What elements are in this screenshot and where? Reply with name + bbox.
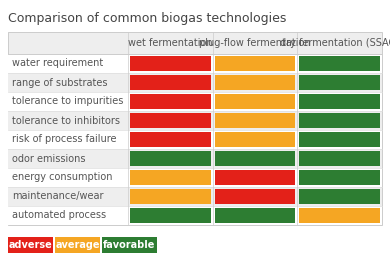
Text: water requirement: water requirement <box>12 58 103 68</box>
FancyBboxPatch shape <box>215 94 295 109</box>
Text: automated process: automated process <box>12 210 106 220</box>
FancyBboxPatch shape <box>300 208 380 223</box>
FancyBboxPatch shape <box>55 237 100 253</box>
FancyBboxPatch shape <box>215 132 295 147</box>
Text: energy consumption: energy consumption <box>12 173 112 182</box>
FancyBboxPatch shape <box>8 111 382 130</box>
Text: maintenance/wear: maintenance/wear <box>12 192 103 202</box>
FancyBboxPatch shape <box>8 168 382 187</box>
FancyBboxPatch shape <box>215 170 295 185</box>
FancyBboxPatch shape <box>215 189 295 204</box>
FancyBboxPatch shape <box>215 56 295 71</box>
FancyBboxPatch shape <box>300 132 380 147</box>
FancyBboxPatch shape <box>8 32 382 54</box>
FancyBboxPatch shape <box>300 56 380 71</box>
FancyBboxPatch shape <box>130 189 211 204</box>
FancyBboxPatch shape <box>300 94 380 109</box>
FancyBboxPatch shape <box>300 189 380 204</box>
FancyBboxPatch shape <box>215 75 295 90</box>
FancyBboxPatch shape <box>215 113 295 128</box>
FancyBboxPatch shape <box>8 73 382 92</box>
Text: dry fermentation (SSAO): dry fermentation (SSAO) <box>280 38 390 48</box>
FancyBboxPatch shape <box>102 237 157 253</box>
Text: plug-flow fermentation: plug-flow fermentation <box>199 38 311 48</box>
FancyBboxPatch shape <box>300 75 380 90</box>
FancyBboxPatch shape <box>8 130 382 149</box>
Text: risk of process failure: risk of process failure <box>12 135 117 145</box>
FancyBboxPatch shape <box>215 208 295 223</box>
FancyBboxPatch shape <box>130 151 211 166</box>
Text: favorable: favorable <box>103 240 156 250</box>
FancyBboxPatch shape <box>130 208 211 223</box>
FancyBboxPatch shape <box>8 206 382 225</box>
FancyBboxPatch shape <box>8 92 382 111</box>
FancyBboxPatch shape <box>300 151 380 166</box>
FancyBboxPatch shape <box>215 151 295 166</box>
FancyBboxPatch shape <box>8 237 53 253</box>
FancyBboxPatch shape <box>8 54 382 73</box>
FancyBboxPatch shape <box>8 149 382 168</box>
FancyBboxPatch shape <box>130 170 211 185</box>
Text: range of substrates: range of substrates <box>12 78 108 88</box>
Text: odor emissions: odor emissions <box>12 153 85 163</box>
Text: adverse: adverse <box>9 240 52 250</box>
Text: average: average <box>55 240 100 250</box>
Text: tolerance to impurities: tolerance to impurities <box>12 96 123 106</box>
FancyBboxPatch shape <box>130 75 211 90</box>
FancyBboxPatch shape <box>300 113 380 128</box>
Text: tolerance to inhibitors: tolerance to inhibitors <box>12 115 120 125</box>
Text: Comparison of common biogas technologies: Comparison of common biogas technologies <box>8 12 286 25</box>
FancyBboxPatch shape <box>300 170 380 185</box>
FancyBboxPatch shape <box>130 56 211 71</box>
FancyBboxPatch shape <box>130 113 211 128</box>
FancyBboxPatch shape <box>130 94 211 109</box>
FancyBboxPatch shape <box>8 187 382 206</box>
FancyBboxPatch shape <box>130 132 211 147</box>
Text: wet fermentation: wet fermentation <box>128 38 213 48</box>
